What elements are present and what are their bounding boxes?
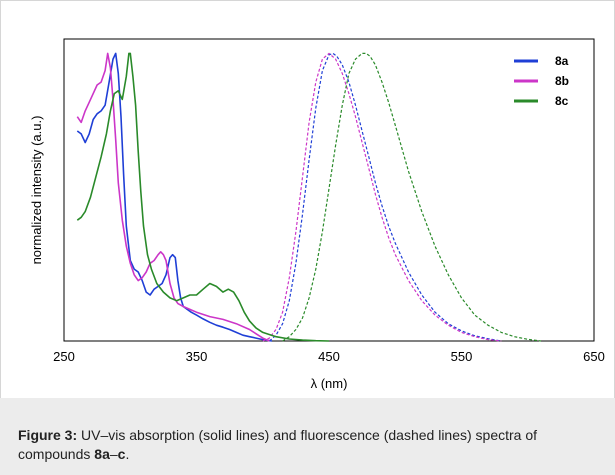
legend-label-8b: 8b — [555, 74, 569, 88]
caption-label: Figure 3: — [18, 427, 78, 443]
legend: 8a 8b 8c — [514, 54, 569, 108]
x-axis-label: λ (nm) — [311, 376, 348, 391]
x-tick-label: 550 — [451, 349, 473, 364]
x-tick-labels: 250 350 450 550 650 — [53, 349, 605, 364]
series-8b-absorption-line — [76, 52, 270, 342]
caption-text: UV–vis absorption (solid lines) and fluo… — [18, 427, 538, 462]
spectra-chart: 250 350 450 550 650 λ (nm) normalized intens… — [29, 38, 605, 391]
legend-label-8c: 8c — [555, 94, 569, 108]
legend-label-8a: 8a — [555, 54, 569, 68]
x-tick-label: 250 — [53, 349, 75, 364]
series-8c-absorption-line — [76, 52, 330, 342]
series-8a-fluorescence-line — [269, 52, 502, 342]
caption-dash: – — [109, 446, 118, 462]
caption-compound-start: 8a — [94, 446, 110, 462]
caption-end: . — [125, 446, 130, 462]
figure-caption: Figure 3: UV–vis absorption (solid lines… — [0, 398, 615, 475]
x-tick-label: 650 — [583, 349, 605, 364]
series-8b-fluorescence-line — [262, 52, 502, 342]
series-8a-absorption-line — [76, 52, 273, 342]
series-layer — [76, 52, 542, 342]
x-tick-label: 450 — [318, 349, 340, 364]
x-tick-label: 350 — [186, 349, 208, 364]
series-8c-fluorescence-line — [282, 52, 542, 342]
y-axis-label: normalized intensity (a.u.) — [29, 116, 44, 265]
plot-card — [0, 0, 615, 399]
caption-compound-end: c — [117, 446, 126, 462]
